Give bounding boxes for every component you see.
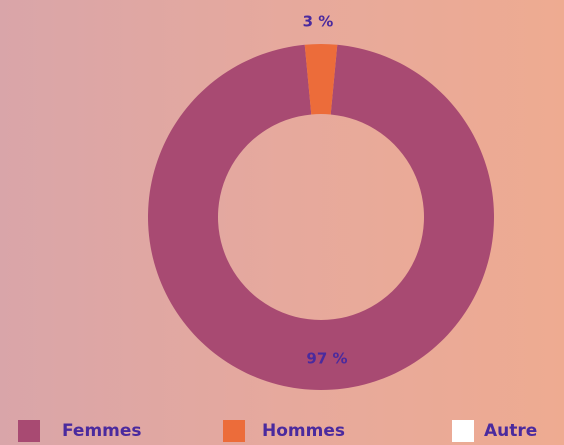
legend-label: Hommes (262, 421, 345, 441)
legend-label: Autre (484, 421, 537, 441)
legend-swatch (452, 420, 474, 442)
value-label: 97 % (306, 350, 347, 368)
donut (147, 44, 494, 391)
legend-swatch (18, 420, 40, 442)
legend-swatch (223, 420, 245, 442)
slice (147, 44, 494, 391)
value-label: 3 % (303, 13, 334, 31)
slice (304, 44, 338, 115)
legend-label: Femmes (62, 421, 142, 441)
